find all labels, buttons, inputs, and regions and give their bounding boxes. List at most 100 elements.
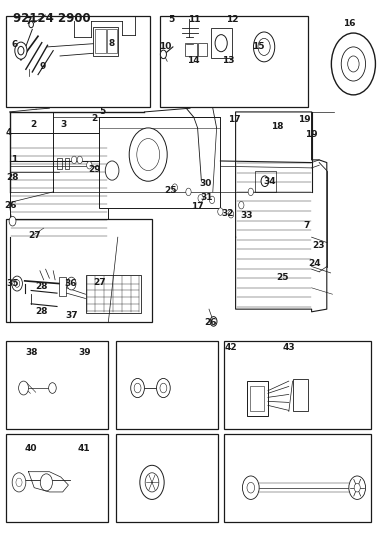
Bar (6, 434, 108, 522)
Bar (65, 158, 69, 169)
Bar (95, 29, 106, 53)
Text: 2: 2 (91, 115, 97, 123)
Text: 7: 7 (304, 221, 310, 230)
Circle shape (29, 21, 33, 28)
Circle shape (49, 383, 56, 393)
Text: 42: 42 (225, 343, 238, 352)
Circle shape (210, 317, 217, 326)
Circle shape (9, 216, 16, 226)
Text: 23: 23 (312, 241, 325, 249)
Text: 30: 30 (199, 180, 211, 188)
Text: 3: 3 (61, 120, 67, 129)
Circle shape (12, 276, 22, 291)
Text: 32: 32 (222, 209, 234, 217)
Circle shape (140, 465, 164, 499)
Circle shape (239, 201, 244, 209)
Text: 5: 5 (168, 15, 174, 23)
Text: 11: 11 (188, 15, 200, 23)
Text: 16: 16 (344, 20, 356, 28)
Circle shape (67, 277, 76, 290)
Circle shape (186, 188, 191, 196)
Text: 36: 36 (65, 279, 77, 288)
Text: 27: 27 (93, 278, 106, 287)
Text: 28: 28 (35, 282, 47, 291)
Text: 33: 33 (240, 212, 252, 220)
Text: 1: 1 (11, 156, 17, 164)
Text: 19: 19 (305, 130, 318, 139)
Text: 27: 27 (28, 231, 41, 240)
Bar (160, 16, 308, 107)
Circle shape (253, 32, 275, 62)
Text: 18: 18 (271, 123, 283, 131)
Circle shape (209, 196, 215, 204)
Bar (293, 379, 308, 411)
Circle shape (145, 473, 159, 492)
Text: 25: 25 (277, 273, 289, 281)
Circle shape (18, 46, 24, 55)
Text: 28: 28 (35, 307, 47, 316)
Text: 13: 13 (222, 56, 234, 64)
Text: 8: 8 (109, 39, 115, 48)
Circle shape (134, 383, 141, 393)
Text: 17: 17 (191, 203, 204, 211)
Text: 6: 6 (11, 41, 17, 49)
Bar (250, 386, 264, 411)
Bar (86, 275, 141, 313)
Text: 4: 4 (5, 128, 11, 136)
Bar (116, 434, 218, 522)
Text: 26: 26 (5, 201, 17, 209)
Circle shape (14, 280, 20, 287)
Circle shape (331, 33, 375, 95)
Circle shape (87, 161, 92, 169)
Bar (6, 341, 108, 429)
Circle shape (172, 184, 177, 191)
Text: 39: 39 (78, 349, 91, 357)
Bar (99, 117, 220, 208)
Circle shape (15, 42, 27, 59)
Text: 19: 19 (298, 116, 310, 124)
Circle shape (12, 473, 26, 492)
Bar (10, 133, 108, 237)
Circle shape (157, 378, 170, 398)
Bar (107, 29, 117, 53)
Text: 12: 12 (226, 15, 238, 23)
Text: 2: 2 (30, 120, 36, 129)
Text: 40: 40 (25, 445, 37, 453)
Circle shape (261, 176, 269, 187)
Bar (247, 381, 268, 416)
Text: 14: 14 (187, 56, 200, 64)
Text: 28: 28 (7, 173, 19, 182)
Circle shape (137, 139, 160, 171)
Bar (198, 43, 207, 56)
Bar (93, 27, 118, 56)
Text: 9: 9 (40, 62, 46, 70)
Bar (224, 341, 370, 429)
Bar (185, 43, 197, 56)
Text: 41: 41 (78, 445, 91, 453)
Circle shape (248, 188, 253, 196)
Text: 43: 43 (282, 343, 295, 352)
Circle shape (131, 378, 144, 398)
Circle shape (215, 35, 227, 52)
Text: 26: 26 (205, 319, 217, 327)
Circle shape (160, 50, 166, 59)
Text: 38: 38 (25, 349, 37, 357)
Circle shape (228, 211, 234, 218)
Circle shape (19, 381, 28, 395)
Bar (6, 219, 152, 322)
Circle shape (348, 56, 359, 72)
Circle shape (242, 476, 259, 499)
Circle shape (198, 195, 203, 202)
Text: 7: 7 (25, 17, 32, 26)
Text: 92124 2900: 92124 2900 (13, 12, 91, 25)
Bar (59, 277, 66, 296)
Bar (255, 171, 276, 192)
Circle shape (129, 128, 167, 181)
Circle shape (341, 47, 366, 81)
Text: 37: 37 (65, 311, 78, 320)
Text: 34: 34 (263, 177, 276, 185)
Circle shape (218, 208, 223, 215)
Text: 17: 17 (228, 116, 241, 124)
Circle shape (105, 161, 119, 180)
Text: 5: 5 (100, 108, 106, 116)
